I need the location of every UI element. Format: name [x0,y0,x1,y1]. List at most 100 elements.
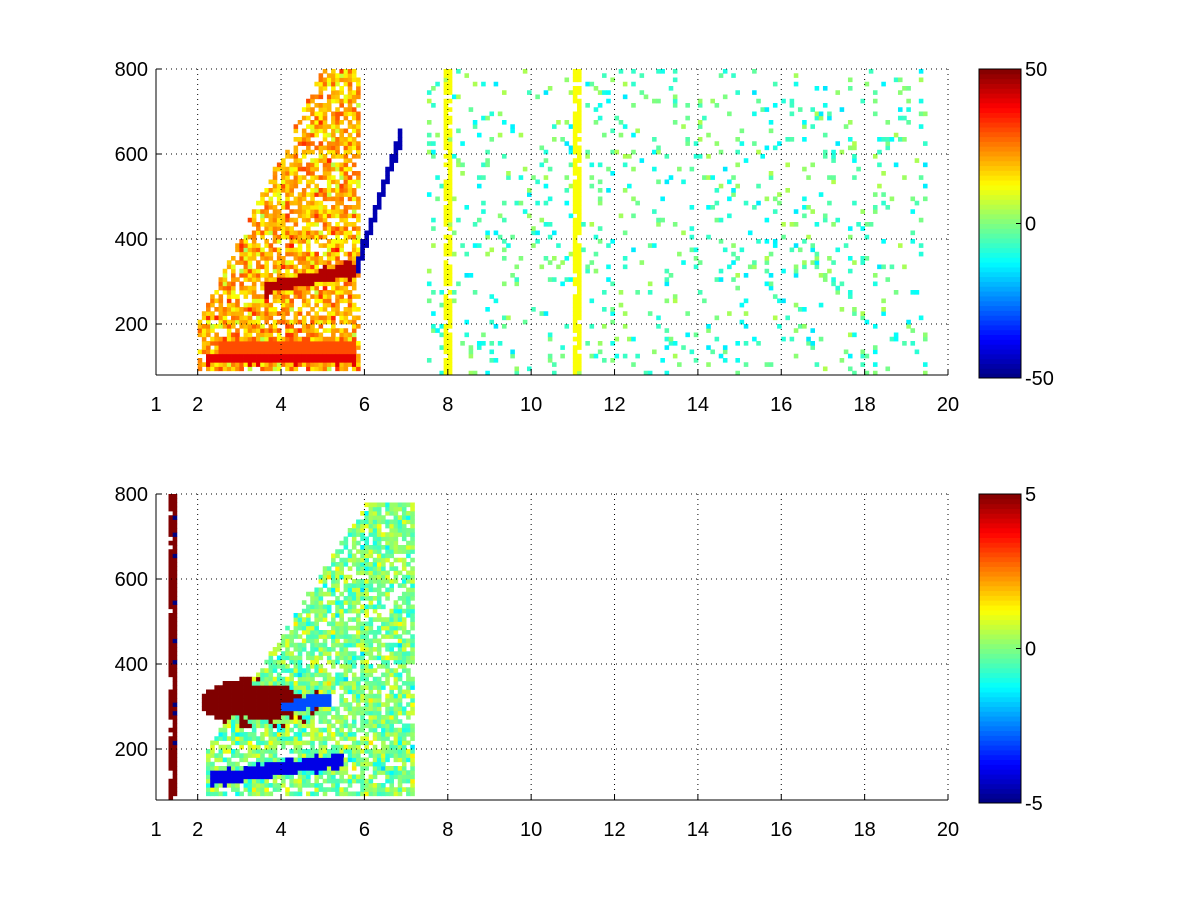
heatmap-cell [664,336,670,342]
heatmap-cell [310,608,315,614]
heatmap-cell [339,341,344,346]
heatmap-cell [335,778,340,784]
heatmap-cell [235,336,240,342]
heatmap-cell [810,328,816,333]
heatmap-cell [314,319,319,325]
heatmap-cell [172,664,178,669]
heatmap-cell [335,273,340,278]
heatmap-cell [218,298,224,304]
heatmap-cell [264,264,269,270]
heatmap-cell [339,260,344,265]
heatmap-cell [397,634,403,639]
heatmap-cell [781,234,786,240]
heatmap-cell [285,685,290,690]
heatmap-cell [351,345,357,350]
heatmap-cell [618,120,624,125]
heatmap-cell [447,281,453,287]
heatmap-cell [368,511,374,516]
heatmap-cell [385,749,390,754]
heatmap-cell [251,247,257,253]
heatmap-cell [847,294,853,299]
heatmap-cell [289,757,294,763]
heatmap-cell [293,332,299,338]
heatmap-cell [276,676,282,682]
heatmap-cell [335,634,340,639]
heatmap-cell [297,311,303,316]
heatmap-cell [351,341,357,346]
colorbar-swatch [979,213,1021,220]
heatmap-cell [443,260,449,265]
heatmap-cell [285,226,290,231]
heatmap-cell [743,158,749,163]
heatmap-cell [314,234,319,240]
heatmap-cell [251,281,257,287]
heatmap-cell [343,192,349,197]
heatmap-cell [610,319,615,325]
heatmap-cell [356,791,361,797]
heatmap-cell [781,298,786,304]
heatmap-cell [318,693,324,699]
heatmap-cell [351,366,357,372]
heatmap-cell [435,132,440,138]
heatmap-cell [276,332,282,338]
heatmap-cell [285,791,290,797]
heatmap-cell [268,664,274,669]
heatmap-cell [326,723,332,729]
heatmap-cell [239,706,244,712]
colorbar-swatch [979,122,1021,128]
heatmap-cell [314,621,319,627]
heatmap-cell [347,90,353,95]
x-tick-label: 12 [603,819,625,841]
heatmap-cell [310,281,315,287]
heatmap-cell [310,723,315,729]
heatmap-cell [702,298,707,304]
heatmap-cell [602,358,607,363]
heatmap-cell [293,698,299,703]
heatmap-cell [206,319,211,325]
heatmap-cell [468,370,474,376]
heatmap-cell [351,600,357,605]
heatmap-cell [560,260,565,265]
heatmap-cell [401,753,407,758]
heatmap-cell [360,693,365,699]
heatmap-cell [447,222,453,227]
heatmap-cell [318,128,324,134]
heatmap-cell [285,251,290,257]
heatmap-cell [368,681,374,686]
heatmap-cell [376,791,382,797]
heatmap-cell [335,205,340,210]
heatmap-cell [385,727,390,733]
heatmap-cell [681,345,686,350]
heatmap-cell [331,277,336,282]
heatmap-cell [281,655,286,661]
heatmap-cell [347,528,353,533]
heatmap-cell [331,307,336,312]
heatmap-cell [310,260,315,265]
heatmap-cell [276,672,282,678]
heatmap-cell [322,702,328,707]
heatmap-cell [814,111,820,117]
heatmap-cell [577,268,582,274]
heatmap-cell [172,596,178,601]
heatmap-cell [260,723,265,729]
heatmap-cell [310,791,315,797]
heatmap-cell [331,647,336,652]
heatmap-cell [276,281,282,287]
heatmap-cell [281,719,286,724]
colorbar-swatch [979,527,1021,534]
heatmap-cell [335,77,340,83]
heatmap-cell [322,132,328,138]
colorbar-swatch [979,262,1021,268]
heatmap-cell [447,132,453,138]
heatmap-cell [285,175,290,180]
heatmap-cell [281,710,286,716]
heatmap-cell [827,115,832,121]
heatmap-cell [251,761,257,767]
heatmap-cell [322,81,328,87]
heatmap-cell [306,222,311,227]
heatmap-cell [318,706,324,712]
heatmap-cell [351,353,357,359]
heatmap-cell [289,298,294,304]
heatmap-cell [389,753,394,758]
heatmap-cell [572,353,578,359]
